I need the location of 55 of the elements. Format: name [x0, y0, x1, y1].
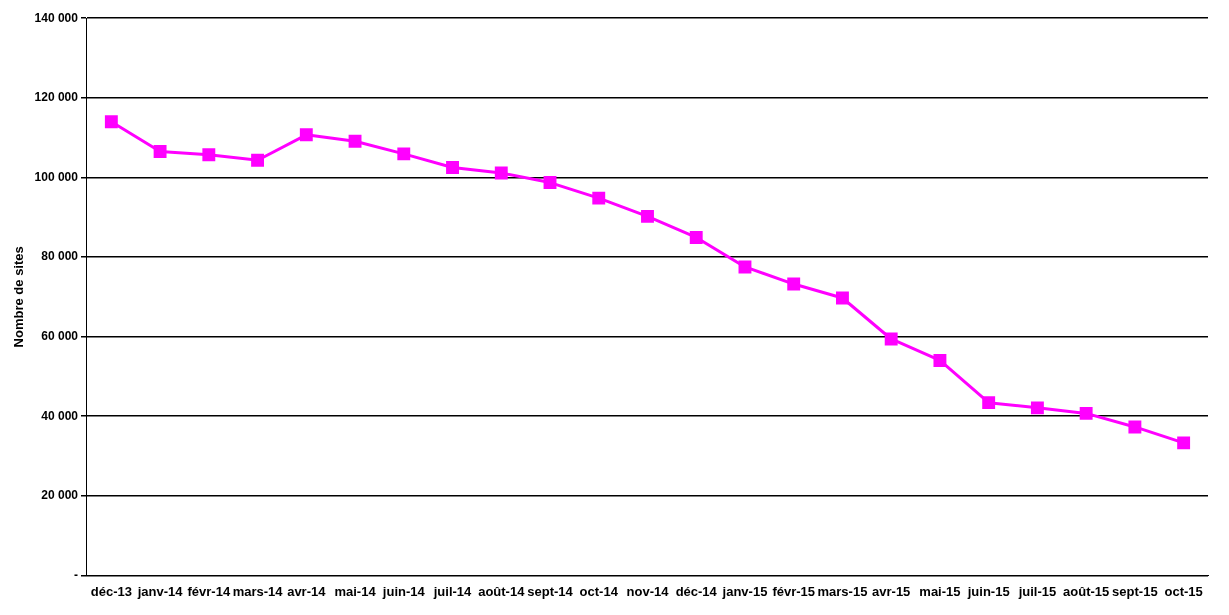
x-tick-label: sept-14 — [527, 583, 574, 599]
x-tick-label: oct-15 — [1164, 583, 1203, 599]
x-tick-label: août-14 — [478, 583, 526, 599]
x-tick-label: avr-15 — [872, 583, 911, 599]
x-tick-label: avr-14 — [287, 583, 327, 599]
point — [787, 277, 801, 291]
point — [299, 128, 313, 142]
y-tick-label: 100 000 — [34, 169, 79, 184]
y-tick-label: 60 000 — [41, 328, 79, 343]
x-tick-label: juin-15 — [966, 583, 1010, 599]
point — [689, 231, 703, 244]
point — [738, 260, 752, 274]
x-tick-label: déc-14 — [675, 583, 718, 599]
x-tick-label: mars-15 — [817, 583, 868, 599]
x-tick-label: janv-15 — [721, 583, 768, 599]
point — [836, 291, 849, 305]
x-tick-label: janv-14 — [136, 583, 184, 599]
y-tick-label: 140 000 — [34, 10, 79, 25]
x-tick-label: déc-13 — [90, 583, 132, 599]
y-tick-label: 40 000 — [41, 408, 79, 423]
point — [104, 115, 118, 129]
point — [884, 332, 898, 346]
y-tick-label: 120 000 — [34, 90, 79, 105]
point — [397, 147, 411, 161]
point — [641, 209, 654, 223]
x-tick-label: juil-15 — [1017, 583, 1057, 599]
x-tick-label: mai-14 — [334, 583, 377, 599]
x-tick-label: juin-14 — [381, 583, 426, 599]
y-tick-label: - — [73, 567, 78, 582]
point — [1079, 406, 1093, 420]
x-tick-label: juil-14 — [432, 583, 473, 599]
point — [446, 161, 459, 174]
x-tick-label: févr-14 — [187, 583, 231, 599]
point — [1030, 401, 1044, 415]
x-tick-label: févr-15 — [772, 583, 816, 599]
point — [153, 145, 167, 158]
y-tick-label: 80 000 — [41, 249, 79, 264]
point — [592, 191, 606, 205]
x-tick-label: mai-15 — [919, 583, 961, 599]
point — [1128, 420, 1142, 434]
y-tick-label: 20 000 — [41, 488, 79, 503]
x-tick-label: mars-14 — [232, 583, 284, 599]
point — [494, 166, 508, 180]
point — [1177, 436, 1191, 450]
x-tick-label: sept-15 — [1112, 583, 1158, 599]
x-tick-label: oct-14 — [579, 583, 619, 599]
point — [982, 396, 996, 410]
point — [348, 134, 362, 148]
point — [251, 153, 265, 167]
x-tick-label: août-15 — [1063, 583, 1110, 599]
point — [543, 176, 557, 190]
y-axis-title: Nombre de sites — [11, 246, 27, 348]
point — [933, 354, 947, 367]
x-tick-label: nov-14 — [626, 583, 670, 599]
point — [202, 148, 216, 162]
